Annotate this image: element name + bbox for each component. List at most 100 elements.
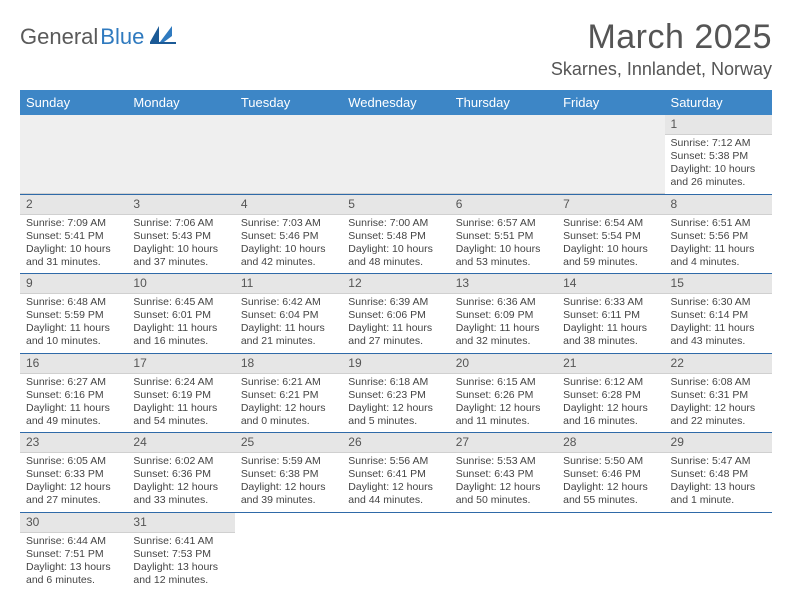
calendar-cell: 20Sunrise: 6:15 AMSunset: 6:26 PMDayligh… [450,353,557,433]
calendar-cell: 28Sunrise: 5:50 AMSunset: 6:46 PMDayligh… [557,433,664,513]
day-body: Sunrise: 6:15 AMSunset: 6:26 PMDaylight:… [450,374,557,433]
day-body: Sunrise: 6:02 AMSunset: 6:36 PMDaylight:… [127,453,234,512]
daylight-line: Daylight: 13 hours and 1 minute. [671,481,766,507]
day-number: 13 [450,274,557,294]
sunrise-line: Sunrise: 6:02 AM [133,455,228,468]
sunrise-line: Sunrise: 5:47 AM [671,455,766,468]
day-number: 26 [342,433,449,453]
day-body: Sunrise: 5:50 AMSunset: 6:46 PMDaylight:… [557,453,664,512]
day-number: 3 [127,195,234,215]
sunset-line: Sunset: 6:21 PM [241,389,336,402]
sunset-line: Sunset: 6:38 PM [241,468,336,481]
day-body: Sunrise: 6:27 AMSunset: 6:16 PMDaylight:… [20,374,127,433]
weekday-header: Tuesday [235,90,342,115]
sunset-line: Sunset: 5:43 PM [133,230,228,243]
empty-cell [450,115,557,194]
weekday-header: Saturday [665,90,772,115]
daylight-line: Daylight: 11 hours and 54 minutes. [133,402,228,428]
day-number: 27 [450,433,557,453]
calendar-cell [342,115,449,194]
calendar-cell: 9Sunrise: 6:48 AMSunset: 5:59 PMDaylight… [20,274,127,354]
day-body: Sunrise: 6:30 AMSunset: 6:14 PMDaylight:… [665,294,772,353]
sunrise-line: Sunrise: 6:30 AM [671,296,766,309]
daylight-line: Daylight: 10 hours and 31 minutes. [26,243,121,269]
calendar-cell: 4Sunrise: 7:03 AMSunset: 5:46 PMDaylight… [235,194,342,274]
sunset-line: Sunset: 6:33 PM [26,468,121,481]
sunset-line: Sunset: 6:31 PM [671,389,766,402]
sunset-line: Sunset: 5:41 PM [26,230,121,243]
calendar-cell: 3Sunrise: 7:06 AMSunset: 5:43 PMDaylight… [127,194,234,274]
sunset-line: Sunset: 5:56 PM [671,230,766,243]
sunrise-line: Sunrise: 6:05 AM [26,455,121,468]
sunrise-line: Sunrise: 6:39 AM [348,296,443,309]
calendar-cell: 22Sunrise: 6:08 AMSunset: 6:31 PMDayligh… [665,353,772,433]
day-body: Sunrise: 7:00 AMSunset: 5:48 PMDaylight:… [342,215,449,274]
daylight-line: Daylight: 12 hours and 50 minutes. [456,481,551,507]
calendar-row: 9Sunrise: 6:48 AMSunset: 5:59 PMDaylight… [20,274,772,354]
daylight-line: Daylight: 12 hours and 55 minutes. [563,481,658,507]
daylight-line: Daylight: 11 hours and 10 minutes. [26,322,121,348]
calendar-cell [557,115,664,194]
daylight-line: Daylight: 10 hours and 48 minutes. [348,243,443,269]
day-number: 4 [235,195,342,215]
calendar-cell: 10Sunrise: 6:45 AMSunset: 6:01 PMDayligh… [127,274,234,354]
daylight-line: Daylight: 13 hours and 12 minutes. [133,561,228,587]
sunset-line: Sunset: 6:48 PM [671,468,766,481]
daylight-line: Daylight: 12 hours and 22 minutes. [671,402,766,428]
daylight-line: Daylight: 10 hours and 26 minutes. [671,163,766,189]
day-number: 18 [235,354,342,374]
day-body: Sunrise: 5:53 AMSunset: 6:43 PMDaylight:… [450,453,557,512]
calendar-cell: 2Sunrise: 7:09 AMSunset: 5:41 PMDaylight… [20,194,127,274]
calendar-cell: 13Sunrise: 6:36 AMSunset: 6:09 PMDayligh… [450,274,557,354]
sunrise-line: Sunrise: 7:00 AM [348,217,443,230]
daylight-line: Daylight: 12 hours and 44 minutes. [348,481,443,507]
sunset-line: Sunset: 6:09 PM [456,309,551,322]
day-body: Sunrise: 6:44 AMSunset: 7:51 PMDaylight:… [20,533,127,592]
empty-cell [235,115,342,194]
daylight-line: Daylight: 11 hours and 21 minutes. [241,322,336,348]
calendar-cell: 31Sunrise: 6:41 AMSunset: 7:53 PMDayligh… [127,512,234,591]
daylight-line: Daylight: 11 hours and 32 minutes. [456,322,551,348]
calendar-cell [235,115,342,194]
calendar-body: 1Sunrise: 7:12 AMSunset: 5:38 PMDaylight… [20,115,772,591]
calendar-cell: 1Sunrise: 7:12 AMSunset: 5:38 PMDaylight… [665,115,772,194]
daylight-line: Daylight: 12 hours and 39 minutes. [241,481,336,507]
sunrise-line: Sunrise: 6:18 AM [348,376,443,389]
day-number: 6 [450,195,557,215]
daylight-line: Daylight: 10 hours and 59 minutes. [563,243,658,269]
sunrise-line: Sunrise: 6:21 AM [241,376,336,389]
sunrise-line: Sunrise: 6:54 AM [563,217,658,230]
sunrise-line: Sunrise: 6:41 AM [133,535,228,548]
daylight-line: Daylight: 10 hours and 53 minutes. [456,243,551,269]
day-number: 31 [127,513,234,533]
calendar-cell: 16Sunrise: 6:27 AMSunset: 6:16 PMDayligh… [20,353,127,433]
day-number: 2 [20,195,127,215]
daylight-line: Daylight: 10 hours and 37 minutes. [133,243,228,269]
sunrise-line: Sunrise: 6:12 AM [563,376,658,389]
sunset-line: Sunset: 5:48 PM [348,230,443,243]
day-body: Sunrise: 6:42 AMSunset: 6:04 PMDaylight:… [235,294,342,353]
sunset-line: Sunset: 6:06 PM [348,309,443,322]
sunrise-line: Sunrise: 7:03 AM [241,217,336,230]
sunrise-line: Sunrise: 5:59 AM [241,455,336,468]
sunset-line: Sunset: 6:04 PM [241,309,336,322]
day-body: Sunrise: 7:09 AMSunset: 5:41 PMDaylight:… [20,215,127,274]
sunrise-line: Sunrise: 6:57 AM [456,217,551,230]
day-number: 7 [557,195,664,215]
day-body: Sunrise: 6:05 AMSunset: 6:33 PMDaylight:… [20,453,127,512]
sunset-line: Sunset: 5:38 PM [671,150,766,163]
day-number: 12 [342,274,449,294]
daylight-line: Daylight: 11 hours and 49 minutes. [26,402,121,428]
calendar-cell [450,512,557,591]
calendar-cell: 21Sunrise: 6:12 AMSunset: 6:28 PMDayligh… [557,353,664,433]
calendar-cell: 23Sunrise: 6:05 AMSunset: 6:33 PMDayligh… [20,433,127,513]
calendar-cell: 25Sunrise: 5:59 AMSunset: 6:38 PMDayligh… [235,433,342,513]
sunrise-line: Sunrise: 6:51 AM [671,217,766,230]
daylight-line: Daylight: 11 hours and 4 minutes. [671,243,766,269]
calendar-cell: 14Sunrise: 6:33 AMSunset: 6:11 PMDayligh… [557,274,664,354]
day-number: 9 [20,274,127,294]
sunrise-line: Sunrise: 6:33 AM [563,296,658,309]
logo-text-2: Blue [100,24,144,50]
calendar-cell [665,512,772,591]
calendar-cell [342,512,449,591]
